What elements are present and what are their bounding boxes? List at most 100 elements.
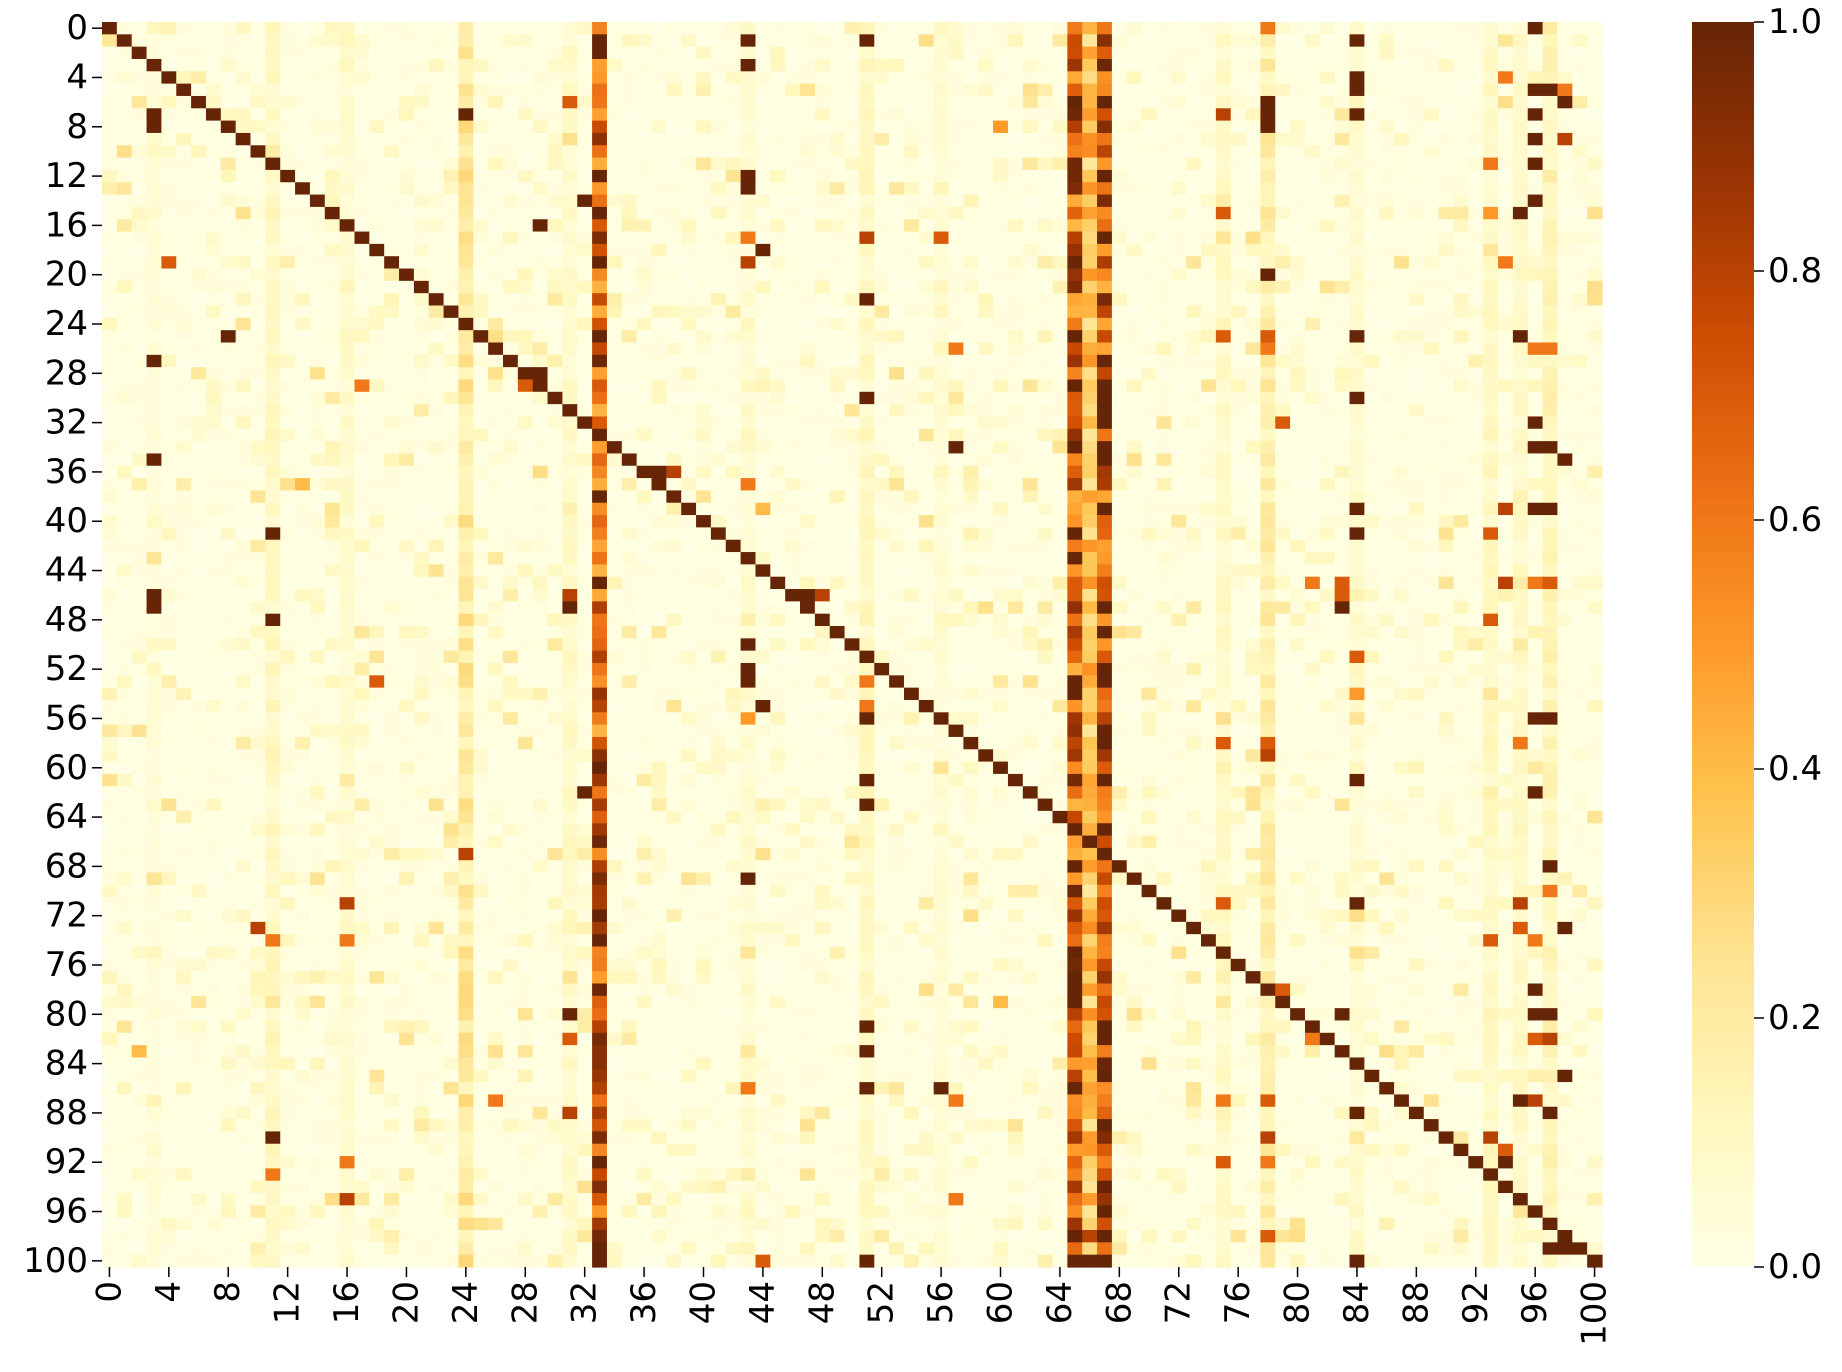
heatmap-cell xyxy=(933,515,950,528)
heatmap-cell xyxy=(1527,120,1544,134)
heatmap-cell xyxy=(1230,404,1247,418)
heatmap-cell xyxy=(710,342,727,356)
heatmap-cell xyxy=(369,145,385,159)
heatmap-cell xyxy=(577,182,593,196)
heatmap-cell xyxy=(1067,441,1083,455)
heatmap-cell xyxy=(1334,416,1351,430)
heatmap-cell xyxy=(1215,367,1232,381)
heatmap-cell xyxy=(1557,22,1573,35)
heatmap-cell xyxy=(265,46,281,60)
heatmap-cell xyxy=(1408,589,1425,602)
heatmap-cell xyxy=(636,539,653,553)
heatmap-cell xyxy=(1111,317,1128,331)
heatmap-cell xyxy=(458,231,474,245)
heatmap-cell xyxy=(1052,354,1068,368)
heatmap-cell xyxy=(1587,490,1603,504)
heatmap-cell xyxy=(1037,268,1054,282)
heatmap-cell xyxy=(785,527,801,541)
heatmap-cell xyxy=(1527,330,1544,344)
heatmap-cell xyxy=(1483,169,1499,183)
heatmap-cell xyxy=(592,613,608,627)
heatmap-cell xyxy=(1097,305,1113,319)
heatmap-cell xyxy=(577,354,593,368)
heatmap-cell xyxy=(874,416,890,430)
heatmap-cell xyxy=(295,169,311,183)
heatmap-cell xyxy=(1527,478,1544,492)
heatmap-cell xyxy=(681,58,697,72)
heatmap-cell xyxy=(1557,453,1573,467)
heatmap-cell xyxy=(710,46,727,60)
heatmap-cell xyxy=(800,231,816,245)
heatmap-cell xyxy=(1260,46,1276,60)
heatmap-cell xyxy=(1468,256,1484,270)
heatmap-cell xyxy=(1498,58,1514,72)
heatmap-cell xyxy=(473,305,489,319)
heatmap-cell xyxy=(384,58,400,72)
heatmap-cell xyxy=(1319,34,1336,48)
heatmap-cell xyxy=(666,379,682,393)
heatmap-cell xyxy=(517,428,534,442)
heatmap-cell xyxy=(770,256,786,270)
heatmap-cell xyxy=(1349,478,1365,492)
heatmap-cell xyxy=(488,22,504,35)
heatmap-cell xyxy=(1394,83,1410,97)
heatmap-cell xyxy=(1082,46,1098,60)
heatmap-cell xyxy=(1572,231,1588,245)
heatmap-cell xyxy=(532,589,549,602)
heatmap-cell xyxy=(1423,22,1440,35)
heatmap-cell xyxy=(696,145,712,159)
heatmap-cell xyxy=(636,108,653,122)
heatmap-cell xyxy=(800,552,816,565)
heatmap-cell xyxy=(918,108,935,122)
heatmap-cell xyxy=(740,539,757,553)
heatmap-cell xyxy=(1319,367,1336,381)
heatmap-cell xyxy=(458,293,474,307)
heatmap-cell xyxy=(309,243,326,257)
heatmap-cell xyxy=(443,95,460,109)
heatmap-cell xyxy=(1304,182,1321,196)
heatmap-cell xyxy=(889,280,905,294)
heatmap-cell xyxy=(800,342,816,356)
heatmap-cell xyxy=(978,317,994,331)
heatmap-cell xyxy=(636,293,653,307)
heatmap-cell xyxy=(1453,206,1469,220)
heatmap-cell xyxy=(785,613,801,627)
heatmap-cell xyxy=(948,391,964,405)
heatmap-cell xyxy=(428,182,445,196)
heatmap-cell xyxy=(1201,280,1217,294)
heatmap-cell xyxy=(800,441,816,455)
heatmap-cell xyxy=(1290,58,1306,72)
heatmap-cell xyxy=(725,354,742,368)
heatmap-cell xyxy=(1438,330,1455,344)
heatmap-cell xyxy=(1557,305,1573,319)
heatmap-cell xyxy=(1483,379,1499,393)
heatmap-cell xyxy=(1438,404,1455,418)
heatmap-cell xyxy=(562,206,578,220)
heatmap-cell xyxy=(399,71,415,85)
heatmap-cell xyxy=(696,539,712,553)
heatmap-cell xyxy=(309,391,326,405)
heatmap-cell xyxy=(1141,428,1158,442)
heatmap-cell xyxy=(502,34,519,48)
heatmap-cell xyxy=(681,145,697,159)
heatmap-cell xyxy=(577,194,593,208)
heatmap-cell xyxy=(428,243,445,257)
heatmap-cell xyxy=(517,182,534,196)
heatmap-cell xyxy=(1394,231,1410,245)
heatmap-cell xyxy=(250,157,266,171)
heatmap-cell xyxy=(1097,539,1113,553)
heatmap-cell xyxy=(636,58,653,72)
heatmap-cell xyxy=(488,379,504,393)
heatmap-cell xyxy=(1022,293,1039,307)
heatmap-cell xyxy=(1052,157,1068,171)
heatmap-cell xyxy=(993,416,1009,430)
heatmap-cell xyxy=(844,613,861,627)
heatmap-cell xyxy=(250,465,266,479)
heatmap-cell xyxy=(636,354,653,368)
heatmap-cell xyxy=(1364,157,1380,171)
heatmap-cell xyxy=(829,354,846,368)
heatmap-cell xyxy=(681,576,697,590)
heatmap-cell xyxy=(755,206,771,220)
heatmap-cell xyxy=(1156,243,1172,257)
heatmap-cell xyxy=(859,169,875,183)
